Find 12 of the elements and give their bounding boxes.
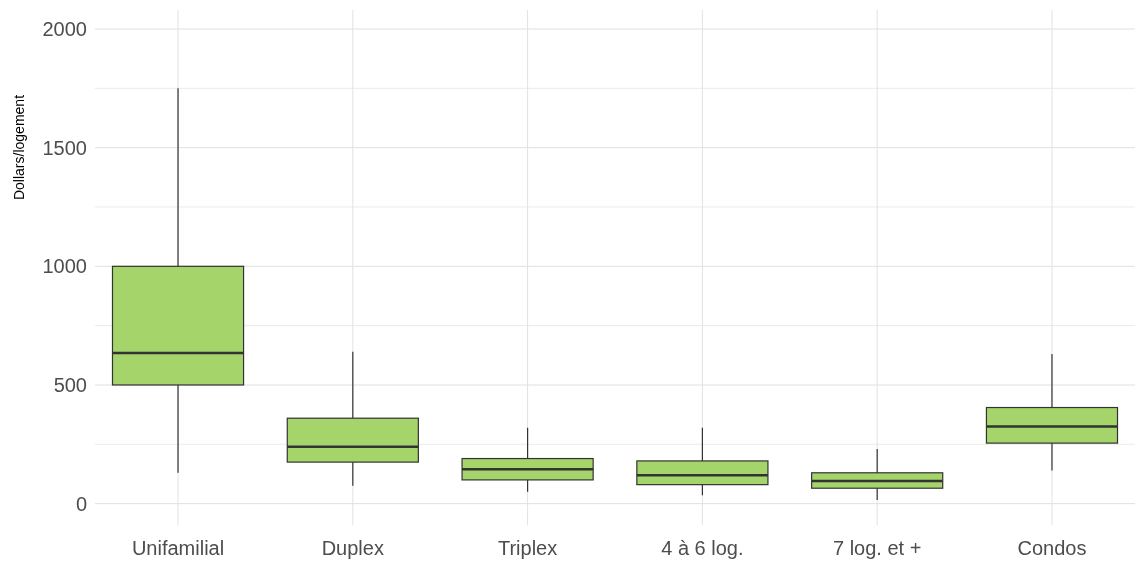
y-axis-title: Dollars/logement [11,94,27,201]
y-tick-label: 500 [53,373,87,396]
y-tick-label: 1500 [42,136,87,159]
x-tick-label: 4 à 6 log. [661,537,744,559]
y-tick-label: 1000 [42,255,87,278]
x-tick-label: Condos [1017,537,1087,559]
y-tick-label: 2000 [42,17,87,40]
x-tick-label: 7 log. et + [832,537,922,559]
x-tick-label: Unifamilial [131,537,225,559]
x-tick-label: Duplex [321,537,384,559]
y-tick-label: 0 [75,492,87,515]
x-tick-label: Triplex [497,537,558,559]
